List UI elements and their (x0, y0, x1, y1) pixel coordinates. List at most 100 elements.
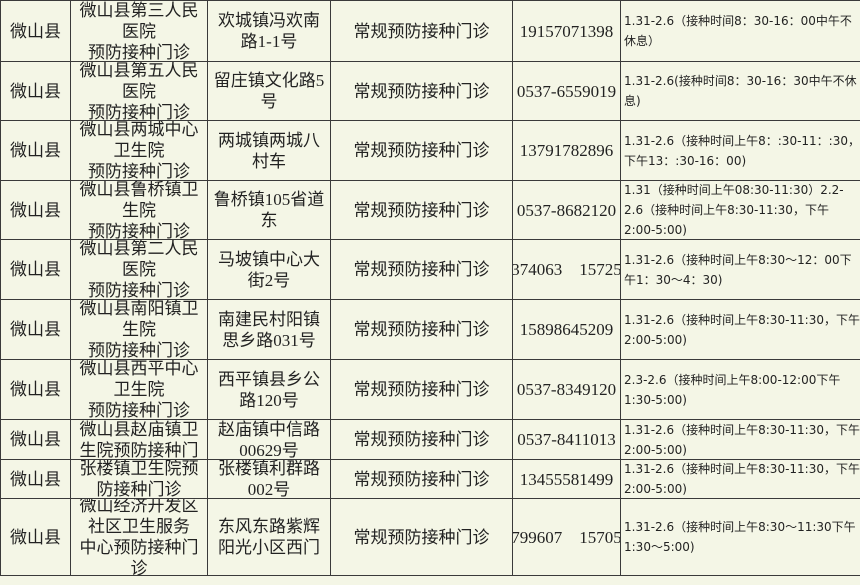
table-cell: 常规预防接种门诊 (330, 180, 513, 240)
schedule: 1.31-2.6（接种时间上午8:30～12：00下午1：30～4：30) (624, 252, 852, 287)
phone: 0537-8682120 (516, 200, 617, 220)
table-cell: 常规预防接种门诊 (330, 239, 513, 300)
service-type: 常规预防接种门诊 (353, 81, 490, 101)
table-cell: 欢城镇冯欢南 路1-1号 (207, 0, 331, 62)
table-cell: 微山县 (0, 299, 71, 360)
table-cell: 1.31-2.6（接种时间8：30-16：00中午不休息） (620, 0, 860, 62)
table-cell: 1.31-2.6（接种时间上午8:30-11:30，下午2:00-5:00) (620, 299, 860, 360)
table-row: 微山县 微山县鲁桥镇卫 生院 预防接种门诊 鲁桥镇105省道 东 常规预防接种门诊 05… (0, 180, 860, 240)
schedule: 1.31-2.6(接种时间8：30-16：30中午不休息) (624, 74, 857, 108)
district: 微山县 (10, 380, 61, 399)
table-cell: 微山县 (0, 61, 71, 121)
phone: 0537-8349120 (516, 380, 617, 399)
table-cell: 留庄镇文化路5 号 (207, 61, 331, 121)
schedule: 1.31-2.6（接种时间8：30-16：00中午不休息） (624, 14, 852, 48)
clinic-name: 微山县赵庙镇卫 生院预防接种门 (79, 420, 199, 459)
phone: 19157071398 (519, 21, 614, 41)
table-cell: 1.31-2.6（接种时间上午8:30-11:30，下午2:00-5:00) (620, 419, 860, 460)
service-type: 常规预防接种门诊 (353, 469, 490, 489)
table-cell: 微山县 (0, 419, 71, 460)
address: 东风东路紫辉 阳光小区西门 (218, 517, 320, 557)
clinic-name: 微山县鲁桥镇卫 生院 预防接种门诊 (79, 181, 199, 239)
table-cell: 1.31-2.6（接种时间上午8：:30-11：:30，下午13：:30-16：… (620, 120, 860, 181)
table-row: 微山县 微山县第二人民 医院 预防接种门诊 马坡镇中心大 街2号 常规预防接种门诊 37… (0, 239, 860, 300)
table-cell: 0537-8411013 (512, 419, 621, 460)
table-cell: 0537-8349120 (512, 359, 621, 420)
district: 微山县 (10, 141, 61, 160)
table-cell: 张楼镇卫生院预 防接种门诊 (70, 459, 208, 499)
service-type: 常规预防接种门诊 (353, 21, 490, 41)
table-cell: 0537-6559019 (512, 61, 621, 121)
table-row: 微山县 微山县南阳镇卫 生院 预防接种门诊 南建民村阳镇 思乡路031号 常规预防接种… (0, 299, 860, 360)
district: 微山县 (10, 260, 61, 279)
phone: 13791782896 (519, 141, 614, 160)
table-row: 微山县 微山县赵庙镇卫 生院预防接种门 赵庙镇中信路 00629号 常规预防接种门诊 0… (0, 419, 860, 460)
district: 微山县 (10, 320, 61, 339)
table-cell: 常规预防接种门诊 (330, 61, 513, 121)
table-cell: 常规预防接种门诊 (330, 299, 513, 360)
table-cell: 微山县 (0, 239, 71, 300)
schedule: 1.31-2.6（接种时间上午8:30～11:30下午1:30～5:00) (624, 520, 856, 554)
district: 微山县 (10, 200, 61, 220)
table-row: 微山县 微山县第五人民 医院 预防接种门诊 留庄镇文化路5 号 常规预防接种门诊 053… (0, 61, 860, 121)
address: 马坡镇中心大 街2号 (218, 249, 320, 290)
schedule: 1.31-2.6（接种时间上午8:30-11:30，下午2:00-5:00) (624, 312, 860, 347)
table-cell: 两城镇两城八 村车 (207, 120, 331, 181)
clinic-name: 微山县第二人民 医院 预防接种门诊 (79, 240, 199, 299)
clinic-name: 微山县第五人民 医院 预防接种门诊 (79, 62, 199, 120)
table-cell: 常规预防接种门诊 (330, 419, 513, 460)
table-cell: 15898645209 (512, 299, 621, 360)
table-cell: 1.31-2.6（接种时间上午8:30～11:30下午1:30～5:00) (620, 498, 860, 576)
table-row: 微山县 微山经济开发区 社区卫生服务 中心预防接种门 诊东风东路紫辉 阳光小区西门… (0, 498, 860, 576)
clinic-name: 微山县两城中心 卫生院 预防接种门诊 (79, 121, 199, 180)
address: 赵庙镇中信路 00629号 (218, 420, 320, 459)
district: 微山县 (10, 527, 61, 547)
table-cell: 374063 15725 (512, 239, 621, 300)
table-row: 微山县 微山县西平中心 卫生院 预防接种门诊 西平镇县乡公 路120号 常规预防接种门… (0, 359, 860, 420)
phone: 0537-8411013 (517, 430, 616, 449)
service-type: 常规预防接种门诊 (353, 200, 490, 220)
table-cell: 东风东路紫辉 阳光小区西门 (207, 498, 331, 576)
table-cell: 常规预防接种门诊 (330, 498, 513, 576)
table-cell: 799607 15705 (512, 498, 621, 576)
district: 微山县 (10, 21, 61, 41)
clinic-name: 微山县南阳镇卫 生院 预防接种门诊 (79, 300, 199, 359)
table-cell: 微山县鲁桥镇卫 生院 预防接种门诊 (70, 180, 208, 240)
service-type: 常规预防接种门诊 (353, 380, 490, 399)
service-type: 常规预防接种门诊 (353, 141, 490, 160)
table-cell: 微山县 (0, 180, 71, 240)
table-cell: 0537-8682120 (512, 180, 621, 240)
table-cell: 微山县两城中心 卫生院 预防接种门诊 (70, 120, 208, 181)
table-cell: 微山县西平中心 卫生院 预防接种门诊 (70, 359, 208, 420)
table-cell: 2.3-2.6（接种时间上午8:00-12:00下午1:30-5:00) (620, 359, 860, 420)
phone: 15898645209 (519, 320, 614, 339)
clinic-name: 微山县西平中心 卫生院 预防接种门诊 (79, 360, 199, 419)
address: 鲁桥镇105省道 东 (213, 190, 325, 230)
clinic-name: 微山经济开发区 社区卫生服务 中心预防接种门 诊 (79, 499, 199, 575)
table-cell: 西平镇县乡公 路120号 (207, 359, 331, 420)
table-cell: 常规预防接种门诊 (330, 359, 513, 420)
service-type: 常规预防接种门诊 (353, 260, 490, 279)
address: 欢城镇冯欢南 路1-1号 (218, 11, 320, 51)
schedule: 1.31-2.6（接种时间上午8:30-11:30，下午2:00-5:00) (624, 422, 860, 457)
phone: 799607 15705 (513, 527, 620, 547)
table-row: 微山县 张楼镇卫生院预 防接种门诊 张楼镇利群路 002号 常规预防接种门诊 13455… (0, 459, 860, 499)
service-type: 常规预防接种门诊 (353, 320, 490, 339)
table-cell: 1.31-2.6(接种时间8：30-16：30中午不休息) (620, 61, 860, 121)
table-cell: 1.31-2.6（接种时间上午8:30-11:30，下午2:00-5:00) (620, 459, 860, 499)
clinic-name: 微山县第三人民 医院 预防接种门诊 (79, 1, 199, 61)
table-cell: 南建民村阳镇 思乡路031号 (207, 299, 331, 360)
district: 微山县 (10, 430, 61, 449)
table-cell: 微山县第三人民 医院 预防接种门诊 (70, 0, 208, 62)
schedule: 1.31-2.6（接种时间上午8:30-11:30，下午2:00-5:00) (624, 462, 860, 496)
table-cell: 马坡镇中心大 街2号 (207, 239, 331, 300)
table-row: 微山县 微山县两城中心 卫生院 预防接种门诊 两城镇两城八 村车 常规预防接种门诊 13… (0, 120, 860, 181)
address: 南建民村阳镇 思乡路031号 (218, 309, 320, 350)
table-cell: 微山县 (0, 498, 71, 576)
phone: 13455581499 (519, 469, 614, 489)
address: 张楼镇利群路 002号 (218, 460, 320, 498)
table-cell: 常规预防接种门诊 (330, 0, 513, 62)
table-cell: 赵庙镇中信路 00629号 (207, 419, 331, 460)
